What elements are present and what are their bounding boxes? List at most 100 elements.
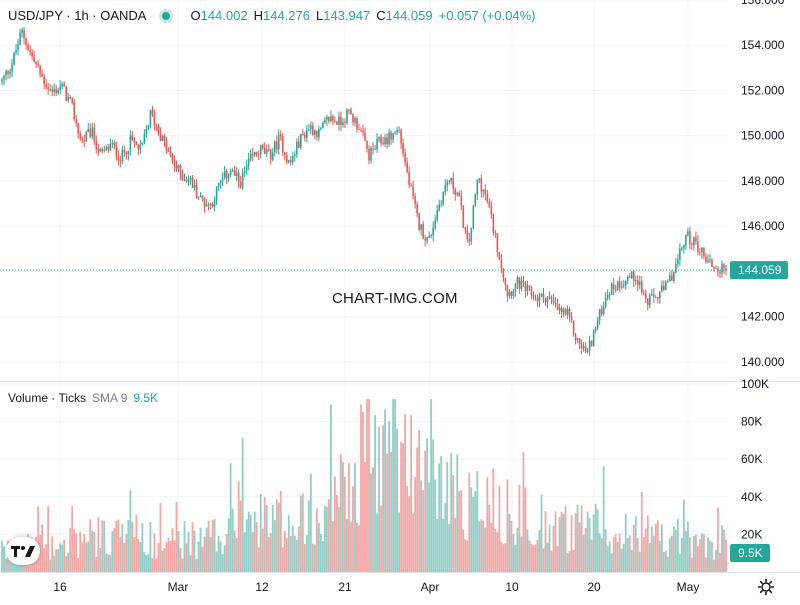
volume-bar: [664, 550, 667, 572]
volume-bar: [55, 549, 58, 572]
volume-bar: [261, 528, 264, 572]
volume-bar: [25, 560, 27, 572]
volume-bar: [9, 553, 11, 572]
candle-body: [73, 103, 76, 120]
volume-bar: [650, 526, 653, 572]
volume-bar: [713, 559, 715, 572]
tradingview-logo-icon[interactable]: [6, 537, 40, 565]
candle-body: [709, 259, 711, 261]
candle-body: [149, 110, 152, 126]
candle-body: [187, 179, 190, 182]
candle-body: [520, 281, 523, 289]
volume-bar: [594, 503, 597, 572]
candle-body: [336, 121, 338, 125]
volume-bar: [562, 514, 565, 572]
volume-bar: [684, 530, 687, 572]
volume-bar: [77, 558, 80, 572]
volume-bar: [141, 523, 144, 572]
candle-body: [428, 235, 430, 238]
volume-bar: [197, 541, 200, 572]
volume-title[interactable]: Volume · Ticks: [8, 391, 87, 405]
candle-body: [298, 141, 300, 148]
candle-body: [598, 309, 601, 321]
candle-body: [169, 151, 172, 155]
candle-body: [219, 181, 222, 184]
candle-body: [352, 114, 354, 123]
candle-body: [215, 187, 218, 200]
candle-body: [143, 133, 146, 143]
candle-body: [430, 235, 432, 237]
candle-body: [314, 130, 316, 135]
volume-bar: [723, 529, 725, 572]
time-axis-label: 10: [505, 580, 519, 594]
candle-body: [552, 299, 555, 303]
candle-body: [53, 89, 55, 93]
volume-bar: [165, 542, 168, 572]
volume-bar: [604, 529, 607, 572]
candle-body: [129, 135, 132, 152]
candle-body: [504, 278, 507, 285]
candle-body: [294, 154, 296, 156]
candle-body: [57, 90, 59, 94]
candle-body: [681, 248, 683, 250]
candle-body: [235, 172, 238, 176]
candle-body: [416, 204, 418, 214]
volume-bar: [662, 551, 665, 572]
volume-bar: [600, 538, 603, 572]
volume-bar: [332, 521, 334, 572]
symbol-title[interactable]: USD/JPY · 1h · OANDA: [8, 8, 147, 23]
candle-body: [620, 286, 623, 288]
volume-bar: [131, 521, 134, 572]
candle-body: [271, 152, 274, 160]
candle-body: [500, 259, 503, 269]
candle-body: [147, 125, 150, 129]
volume-bar: [410, 415, 413, 572]
candle-body: [362, 130, 364, 133]
candle-body: [49, 89, 51, 91]
volume-bar: [386, 453, 388, 572]
volume-bar: [612, 536, 615, 572]
volume-bar: [624, 513, 627, 572]
volume-bar: [678, 554, 681, 572]
volume-bar: [638, 551, 641, 572]
volume-bar: [237, 481, 240, 572]
candle-body: [127, 151, 130, 155]
volume-bar: [458, 491, 461, 572]
volume-bar: [69, 528, 72, 572]
candle-body: [628, 276, 631, 279]
volume-bar: [576, 504, 579, 572]
volume-bar: [374, 415, 376, 572]
ohlc-close: C144.059: [376, 8, 433, 23]
candle-body: [711, 259, 713, 267]
volume-bar: [514, 544, 517, 572]
volume-bar: [179, 548, 182, 572]
volume-bar: [436, 518, 439, 572]
candle-body: [17, 44, 19, 51]
ohlc-high: H144.276: [253, 8, 310, 23]
gear-icon[interactable]: [757, 578, 775, 596]
volume-bar: [448, 523, 451, 572]
volume-bar: [674, 529, 677, 572]
candle-body: [608, 294, 611, 296]
candle-body: [636, 280, 639, 285]
candle-body: [93, 127, 96, 142]
candle-body: [237, 172, 240, 182]
volume-axis-label: 100K: [741, 377, 769, 391]
volume-bar: [325, 506, 328, 572]
candle-body: [406, 162, 408, 172]
candle-body: [37, 64, 39, 66]
candle-body: [133, 140, 136, 143]
candle-body: [153, 114, 156, 126]
candle-body: [249, 153, 252, 159]
volume-bar: [705, 557, 707, 572]
candle-body: [703, 247, 705, 257]
volume-bar: [285, 537, 288, 572]
volume-bar: [209, 536, 212, 572]
candle-body: [177, 165, 180, 169]
candle-body: [574, 334, 577, 340]
candle-body: [173, 160, 176, 166]
price-axis-label: 150.000: [741, 129, 785, 143]
volume-bar: [422, 490, 425, 572]
